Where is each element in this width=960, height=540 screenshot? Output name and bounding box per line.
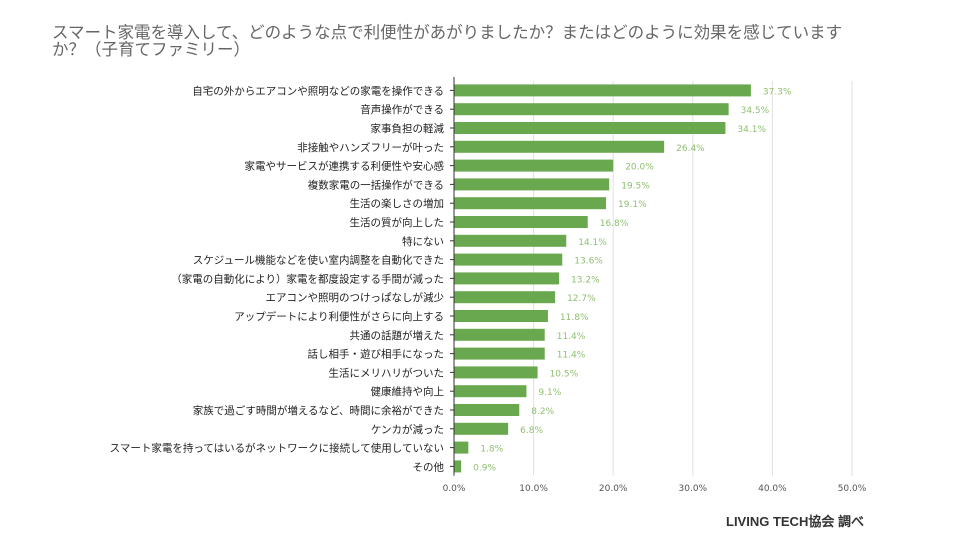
data-label: 11.4% bbox=[557, 351, 586, 361]
bar bbox=[454, 216, 588, 228]
chart-title: スマート家電を導入して、どのような点で利便性があがりましたか？またはどのように効… bbox=[52, 23, 843, 59]
source-credit: LIVING TECH協会 調べ bbox=[726, 514, 864, 529]
bar bbox=[454, 159, 614, 172]
x-tick-label: 0.0% bbox=[443, 484, 466, 494]
bar bbox=[454, 140, 665, 153]
category-label: スケジュール機能などを使い室内調整を自動化できた bbox=[193, 254, 444, 267]
data-label: 19.5% bbox=[621, 181, 650, 191]
data-label: 10.5% bbox=[550, 369, 579, 379]
data-label: 20.0% bbox=[625, 163, 654, 173]
data-label: 12.7% bbox=[567, 294, 596, 304]
data-label: 9.1% bbox=[538, 388, 561, 398]
bar bbox=[454, 366, 538, 379]
category-label: ケンカが減った bbox=[371, 423, 444, 436]
bar bbox=[454, 385, 527, 398]
bar bbox=[454, 441, 469, 454]
category-label: 音声操作ができる bbox=[360, 103, 444, 116]
bar bbox=[454, 328, 545, 341]
category-label: 家事負担の軽減 bbox=[371, 122, 445, 135]
category-label: 複数家電の一括操作ができる bbox=[308, 178, 444, 191]
data-label: 11.8% bbox=[560, 313, 589, 323]
bar bbox=[454, 253, 563, 266]
category-label: アップデートにより利便性がさらに向上する bbox=[234, 310, 444, 323]
data-label: 0.9% bbox=[473, 463, 496, 473]
data-label: 13.2% bbox=[571, 275, 600, 285]
bar bbox=[454, 272, 560, 285]
x-tick-label: 40.0% bbox=[758, 484, 787, 494]
bar bbox=[454, 178, 610, 191]
bar bbox=[454, 347, 545, 360]
data-label: 37.3% bbox=[763, 87, 792, 97]
bar bbox=[454, 234, 567, 247]
data-label: 8.2% bbox=[531, 407, 554, 417]
bar bbox=[454, 422, 509, 435]
x-tick-label: 30.0% bbox=[679, 484, 708, 494]
x-tick-label: 50.0% bbox=[838, 484, 867, 494]
category-label: 非接触やハンズフリーが叶った bbox=[297, 141, 444, 154]
data-label: 34.5% bbox=[741, 106, 770, 116]
category-label: 特にない bbox=[402, 236, 444, 248]
data-label: 16.8% bbox=[600, 219, 629, 229]
bar bbox=[454, 291, 556, 304]
category-label: 生活の楽しさの増加 bbox=[350, 197, 445, 210]
bar bbox=[454, 103, 729, 116]
category-label: （家電の自動化により）家電を都度設定する手間が減った bbox=[171, 272, 444, 285]
category-label: 生活の質が向上した bbox=[350, 216, 445, 229]
bar bbox=[454, 404, 520, 416]
category-label: 家族で過ごす時間が増えるなど、時間に余裕ができた bbox=[193, 404, 444, 417]
data-label: 26.4% bbox=[676, 144, 705, 154]
category-label: その他 bbox=[413, 460, 445, 473]
data-label: 1.8% bbox=[480, 445, 503, 455]
category-label: 自宅の外からエアコンや照明などの家電を操作できる bbox=[192, 84, 444, 97]
category-label: 話し相手・遊び相手になった bbox=[308, 348, 445, 361]
category-label: 生活にメリハリがついた bbox=[329, 366, 445, 379]
bar bbox=[454, 122, 726, 134]
data-label: 14.1% bbox=[578, 238, 607, 248]
bar bbox=[454, 197, 607, 210]
data-label: 19.1% bbox=[618, 200, 647, 210]
category-label: 共通の話題が増えた bbox=[350, 329, 445, 342]
bar bbox=[454, 460, 462, 473]
data-label: 6.8% bbox=[520, 426, 543, 436]
data-label: 34.1% bbox=[737, 125, 766, 135]
data-label: 11.4% bbox=[557, 332, 586, 342]
category-label: 健康維持や向上 bbox=[371, 385, 445, 398]
x-tick-label: 20.0% bbox=[599, 484, 628, 494]
bar bbox=[454, 310, 548, 322]
bar bbox=[454, 84, 751, 97]
category-label: 家電やサービスが連携する利便性や安心感 bbox=[245, 160, 445, 173]
category-label: エアコンや照明のつけっぱなしが減少 bbox=[266, 291, 445, 304]
data-label: 13.6% bbox=[574, 257, 603, 267]
category-label: スマート家電を持ってはいるがネットワークに接続して使用していない bbox=[110, 442, 444, 455]
x-tick-label: 10.0% bbox=[519, 484, 548, 494]
